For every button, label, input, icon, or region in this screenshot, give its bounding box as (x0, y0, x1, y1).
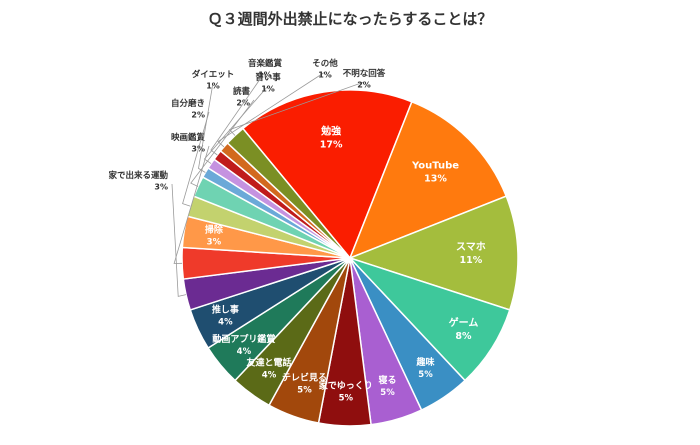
slice-label-11: 家で出来る運動 (108, 170, 168, 181)
slice-label-18: 音楽鑑賞 (248, 58, 283, 69)
leader-line-17 (203, 85, 269, 164)
slice-label-5: 寝る (378, 374, 396, 386)
slice-value-8: 4% (262, 371, 277, 381)
slice-value-3: 8% (455, 331, 472, 342)
slice-label-19: その他 (312, 58, 338, 69)
slice-label-2: スマホ (456, 241, 486, 253)
slice-label-20: 不明な回答 (343, 68, 386, 79)
slice-value-16: 1% (206, 82, 220, 91)
leader-line-19 (217, 71, 326, 148)
slice-label-13: 掃除 (205, 223, 224, 235)
chart-title: Ｑ３週間外出禁止になったらすることは？ (207, 10, 493, 28)
slice-label-6: 家でゆっくり (319, 379, 373, 391)
slice-label-9: 動画アプリ鑑賞 (212, 333, 275, 345)
leader-line-14 (182, 111, 210, 207)
pie-slice-1 (348, 100, 508, 260)
leader-line-18 (210, 71, 266, 156)
slice-label-3: ゲーム (449, 316, 479, 329)
slice-label-16: ダイエット (192, 69, 234, 80)
leader-line-16 (198, 82, 214, 173)
slice-value-10: 4% (218, 318, 233, 328)
slice-label-15: 読書 (233, 86, 251, 97)
slice-label-17: 習い事 (255, 72, 281, 83)
slice-label-14: 自分磨き (171, 98, 205, 109)
slice-label-10: 推し事 (212, 304, 239, 316)
slice-value-5: 5% (380, 388, 395, 398)
slice-value-18: 1% (258, 71, 272, 80)
slice-value-6: 5% (339, 393, 354, 403)
leader-line-12 (173, 145, 210, 264)
pie-slice-2 (347, 195, 519, 311)
slice-value-4: 5% (418, 370, 433, 380)
slice-value-0: 17% (320, 140, 343, 151)
slice-label-8: 友達と電話 (246, 357, 291, 369)
slice-value-9: 4% (237, 347, 252, 357)
slice-value-19: 1% (318, 71, 332, 80)
slice-value-17: 1% (261, 85, 275, 94)
slice-label-0: 勉強 (320, 125, 341, 138)
slice-value-2: 11% (460, 255, 483, 266)
slice-label-4: 趣味 (415, 356, 434, 368)
slice-value-20: 2% (357, 81, 371, 90)
slice-label-1: YouTube (411, 161, 459, 172)
slice-value-1: 13% (424, 174, 447, 185)
slice-value-11: 3% (154, 183, 168, 192)
slice-label-7: テレビ見る (282, 372, 327, 384)
slice-value-13: 3% (207, 237, 222, 247)
pie-slice-20 (226, 127, 351, 259)
slice-value-7: 5% (297, 386, 312, 396)
pie-slice-0 (241, 89, 413, 260)
slice-label-12: 映画鑑賞 (171, 132, 206, 143)
leader-line-20 (228, 81, 365, 136)
leader-line-11 (171, 183, 187, 297)
leader-line-15 (190, 99, 255, 187)
slice-value-14: 2% (191, 111, 205, 120)
